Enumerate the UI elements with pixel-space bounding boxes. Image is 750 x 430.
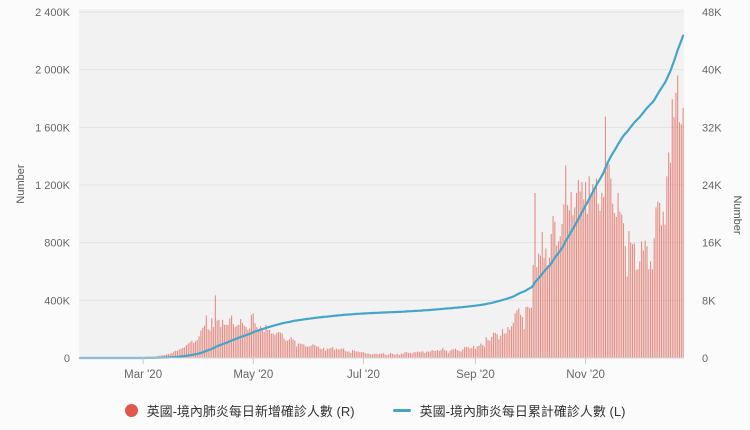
legend: 英國-境內肺炎每日新增確診人數 (R) 英國-境內肺炎每日累計確診人數 (L) <box>0 401 750 420</box>
svg-text:Nov '20: Nov '20 <box>566 369 605 381</box>
svg-text:1 600K: 1 600K <box>35 122 71 134</box>
svg-text:400K: 400K <box>44 295 70 307</box>
svg-text:Jul '20: Jul '20 <box>347 369 380 381</box>
svg-text:40K: 40K <box>702 65 722 77</box>
left-axis-tick-labels: 0 400K 800K 1 200K 1 600K 2 000K 2 400K <box>35 7 71 365</box>
svg-text:800K: 800K <box>44 238 70 250</box>
svg-text:May '20: May '20 <box>233 369 273 381</box>
svg-text:0: 0 <box>64 353 70 365</box>
x-axis-tick-labels: Mar '20 May '20 Jul '20 Sep '20 Nov '20 <box>124 369 605 381</box>
chart-plot-area[interactable]: 0 400K 800K 1 200K 1 600K 2 000K 2 400K 0 8K 16K 2… <box>0 0 750 392</box>
svg-text:8K: 8K <box>702 295 716 307</box>
svg-text:Mar '20: Mar '20 <box>124 369 162 381</box>
svg-text:0: 0 <box>702 353 708 365</box>
svg-text:2 400K: 2 400K <box>35 7 71 19</box>
line-series-cumulative-cases <box>78 34 685 360</box>
legend-label-daily-new-cases: 英國-境內肺炎每日新增確診人數 (R) <box>146 404 355 419</box>
svg-text:2 000K: 2 000K <box>35 65 71 77</box>
svg-text:16K: 16K <box>702 238 722 250</box>
line-series-marker-icon <box>392 409 411 412</box>
right-axis-tick-labels: 0 8K 16K 24K 32K 40K 48K <box>702 7 722 365</box>
gridlines <box>79 11 684 301</box>
svg-text:Sep '20: Sep '20 <box>456 369 495 381</box>
svg-text:32K: 32K <box>702 122 722 134</box>
svg-text:48K: 48K <box>702 7 722 19</box>
x-axis-ticks <box>142 358 587 364</box>
legend-item-daily-new-cases[interactable]: 英國-境內肺炎每日新增確診人數 (R) <box>124 401 355 420</box>
legend-item-cumulative-cases[interactable]: 英國-境內肺炎每日累計確診人數 (L) <box>392 401 626 420</box>
svg-text:1 200K: 1 200K <box>35 180 71 192</box>
svg-text:24K: 24K <box>702 180 722 192</box>
bar-series-daily-new-cases <box>131 75 684 359</box>
legend-label-cumulative-cases: 英國-境內肺炎每日累計確診人數 (L) <box>419 404 626 419</box>
bar-series-marker-icon <box>124 404 138 417</box>
